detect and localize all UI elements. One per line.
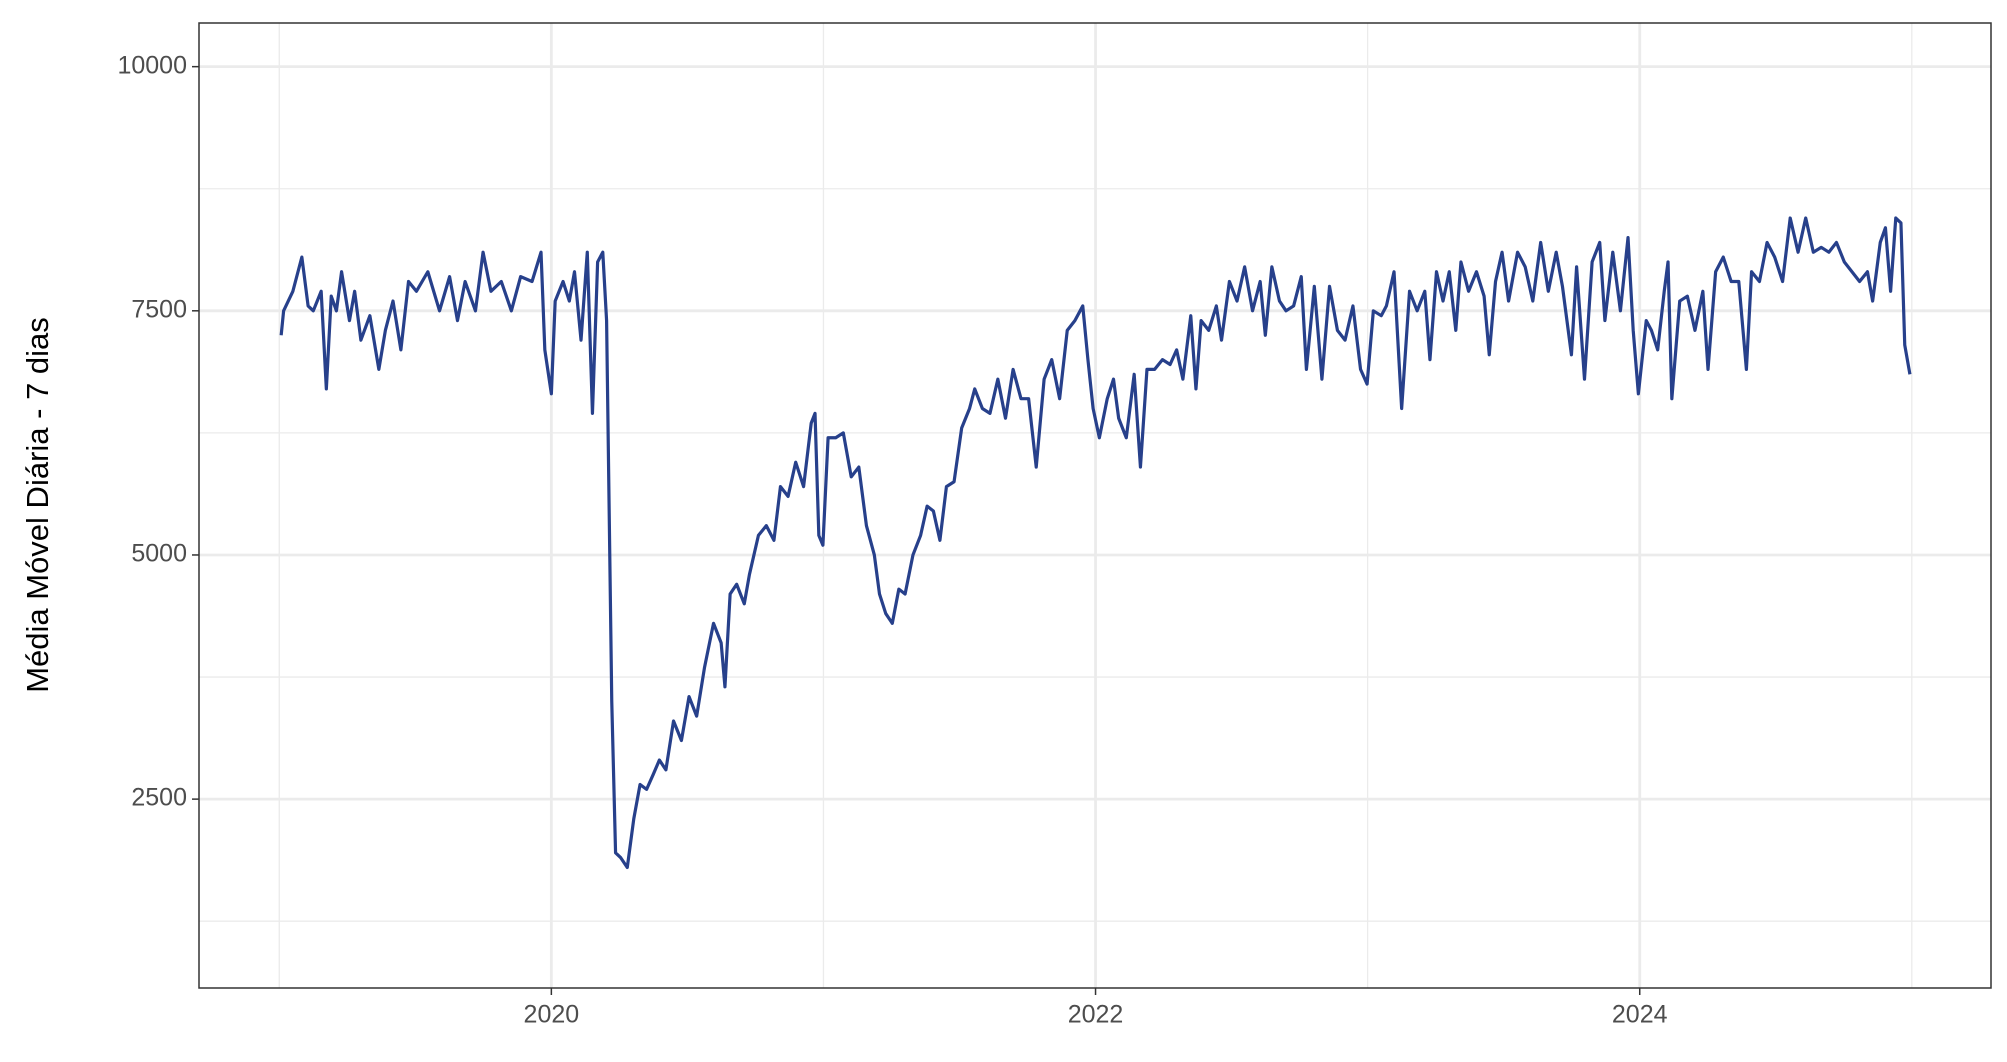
x-tick-label: 2022 [1068,1001,1124,1029]
y-tick-label: 10000 [117,51,187,79]
x-tick-label: 2020 [524,1001,580,1029]
plot-border [198,22,1992,989]
y-tick-label: 5000 [131,540,187,568]
y-tick-label: 7500 [131,295,187,323]
x-tick-label: 2024 [1612,1001,1668,1029]
y-axis-title: Média Móvel Diária - 7 dias [20,317,55,693]
data-line [279,216,1912,870]
y-tick-label: 2500 [131,784,187,812]
